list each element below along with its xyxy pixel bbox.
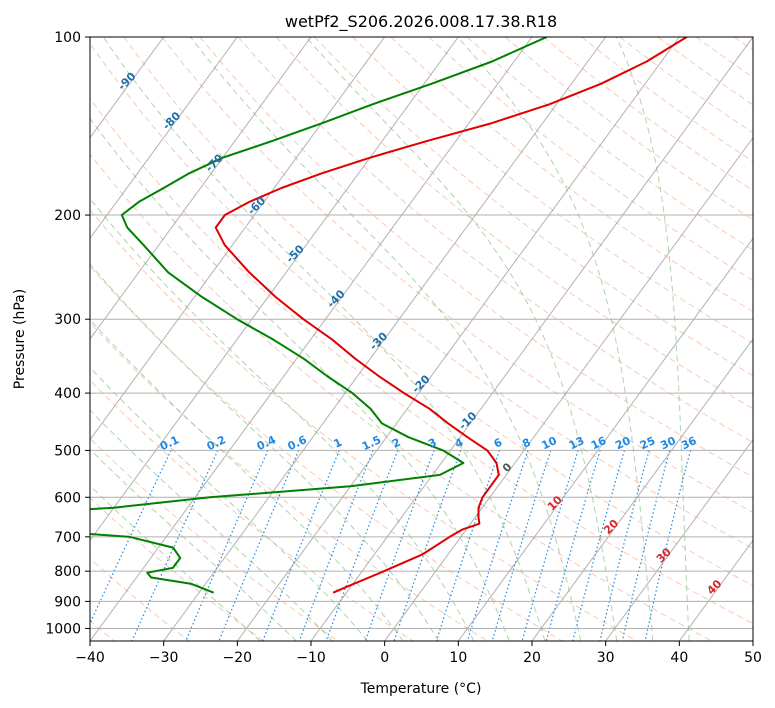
mixing-ratio-line	[262, 450, 340, 641]
dewpoint-profile-line	[90, 37, 548, 594]
mixing-ratio-line	[621, 450, 671, 641]
isotherm-line	[310, 37, 753, 641]
y-tick-label: 1000	[45, 621, 81, 637]
y-tick-label: 600	[54, 490, 81, 506]
y-axis-ticks: 100 200 300 400 500 600 700 800 900 1000	[45, 30, 90, 637]
dry-adiabat-line	[90, 97, 753, 625]
isotherm-line	[384, 136, 753, 641]
chart-title: wetPf2_S206.2026.008.17.38.R18	[285, 12, 557, 32]
isotherm-line	[90, 37, 238, 240]
moist-adiabat-line	[305, 37, 618, 641]
mixing-ratio-line	[435, 450, 501, 641]
isotherm-line	[90, 37, 386, 441]
moist-adiabat-line	[616, 37, 690, 641]
y-tick-label: 700	[54, 530, 81, 546]
dry-adiabat-line	[90, 42, 753, 587]
y-tick-label: 400	[54, 386, 81, 402]
x-tick-label: −10	[296, 650, 326, 666]
skewed-isotherms	[90, 37, 753, 641]
dry-adiabat-line	[90, 322, 488, 641]
x-tick-label: 30	[597, 650, 615, 666]
mixing-ratio-line	[545, 450, 601, 641]
moist-adiabat-line	[457, 37, 654, 641]
y-tick-label: 100	[54, 30, 81, 46]
plot-frame	[89, 36, 754, 642]
y-tick-label: 200	[54, 208, 81, 224]
dry-adiabat-line	[90, 209, 638, 641]
y-tick-label: 900	[54, 594, 81, 610]
x-tick-label: −30	[149, 650, 179, 666]
moist-adiabat-line	[190, 37, 582, 641]
mixing-ratio-line	[521, 450, 579, 641]
isotherm-line	[531, 338, 753, 641]
mixing-ratio-line	[325, 450, 399, 641]
moist-adiabat-line	[90, 117, 510, 641]
y-axis-label: Pressure (hPa)	[12, 289, 28, 389]
mixing-ratio-label: 16	[589, 434, 609, 452]
mixing-ratio-lines	[90, 450, 691, 641]
y-tick-label: 800	[54, 564, 81, 580]
y-tick-label: 300	[54, 312, 81, 328]
moist-adiabat-line	[90, 485, 261, 641]
isotherm-line	[90, 37, 533, 641]
dry-adiabat-line	[161, 37, 753, 513]
dry-adiabat-line	[90, 265, 563, 641]
moist-adiabat-line	[102, 37, 546, 641]
dry-adiabat-line	[90, 153, 712, 641]
isotherm-line	[236, 37, 680, 641]
isotherm-line	[90, 37, 312, 340]
mixing-ratio-line	[491, 450, 552, 641]
x-tick-label: 10	[449, 650, 467, 666]
mixing-ratio-line	[298, 450, 374, 641]
isotherm-line	[163, 37, 607, 641]
mixing-ratio-line	[572, 450, 625, 641]
x-tick-label: 0	[380, 650, 389, 666]
x-tick-label: −40	[75, 650, 105, 666]
mixing-ratio-line	[599, 450, 650, 641]
x-axis-ticks: −40 −30 −20 −10 0 10 20 30 40 50	[75, 641, 762, 666]
dry-adiabat-line	[199, 37, 753, 478]
dry-adiabat-line	[237, 37, 753, 444]
mixing-ratio-line	[218, 450, 300, 641]
mixing-ratio-label: 13	[567, 434, 586, 452]
mixing-ratio-label: 10	[540, 434, 560, 452]
x-tick-label: 40	[670, 650, 688, 666]
mixing-ratio-line	[90, 450, 172, 625]
x-tick-label: 50	[744, 650, 762, 666]
x-tick-label: 20	[523, 650, 541, 666]
moist-adiabats	[90, 37, 690, 641]
mixing-ratio-label: 36	[679, 434, 699, 452]
mixing-ratio-label: 25	[638, 434, 657, 452]
y-tick-label: 500	[54, 443, 81, 459]
temperature-profile-line	[214, 37, 688, 594]
moist-adiabat-line	[90, 318, 404, 641]
isotherm-line	[457, 237, 753, 641]
mixing-ratio-label: 20	[613, 434, 633, 452]
pressure-gridlines	[90, 37, 753, 629]
x-tick-label: −20	[223, 650, 253, 666]
mixing-ratio-line	[644, 450, 691, 641]
isotherm-line	[605, 438, 753, 641]
profile-lines	[90, 37, 688, 594]
moist-adiabat-line	[90, 409, 333, 641]
mixing-ratio-label: 30	[658, 434, 678, 452]
moist-adiabat-line	[90, 448, 297, 641]
moist-adiabat-line	[90, 263, 439, 641]
x-axis-label: Temperature (°C)	[360, 681, 482, 697]
